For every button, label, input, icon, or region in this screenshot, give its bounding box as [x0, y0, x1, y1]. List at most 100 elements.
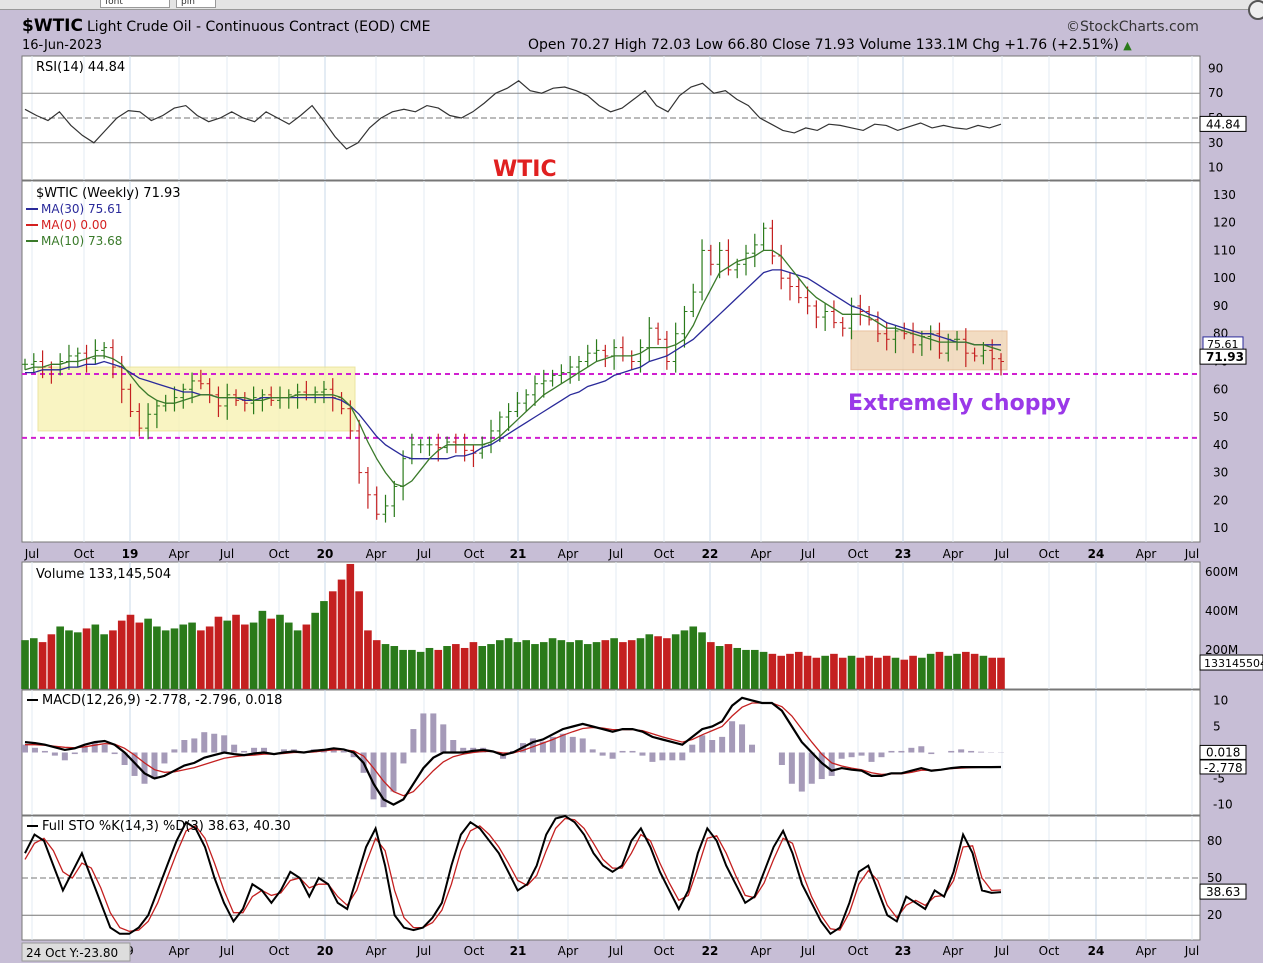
macd-histogram-bar — [251, 747, 258, 753]
macd-histogram-bar — [749, 744, 756, 753]
x-tick-label: 24 — [1088, 547, 1105, 561]
bottom-x-tick-label: Apr — [558, 944, 579, 958]
volume-bar — [575, 640, 583, 689]
panel-price — [21, 180, 1201, 543]
volume-bar — [821, 655, 829, 689]
macd-histogram-bar — [31, 747, 38, 753]
x-tick-label: Jul — [24, 547, 39, 561]
x-tick-label: Oct — [74, 547, 95, 561]
volume-bar — [117, 620, 126, 689]
volume-tick-label: 400M — [1205, 604, 1238, 618]
macd-tick-label: 10 — [1213, 693, 1228, 707]
volume-bar — [38, 642, 47, 689]
volume-bar — [988, 657, 997, 689]
macd-histogram-bar — [918, 746, 925, 753]
bottom-x-tick-label: Jul — [994, 944, 1009, 958]
volume-bar — [205, 626, 214, 689]
x-tick-label: Jul — [416, 547, 431, 561]
rsi-tick-label: 90 — [1208, 61, 1223, 75]
volume-bar — [460, 647, 469, 689]
brand-label: ©StockCharts.com — [1066, 19, 1199, 35]
macd-tick-label: -5 — [1213, 772, 1225, 786]
volume-bar — [73, 632, 82, 689]
macd-histogram-bar — [639, 752, 646, 756]
macd-title: MACD(12,26,9) -2.778, -2.796, 0.018 — [42, 693, 282, 708]
macd-histogram-bar — [878, 752, 885, 758]
volume-bar — [513, 642, 522, 689]
volume-bar — [944, 655, 953, 689]
highlight-box-choppy — [850, 330, 1008, 371]
macd-histogram-bar — [430, 713, 437, 753]
macd-histogram-bar — [629, 750, 636, 753]
close-last-value: 71.93 — [1206, 350, 1244, 364]
bottom-x-tick-label: 20 — [317, 944, 334, 958]
macd-histogram-bar — [848, 752, 855, 758]
volume-bar — [487, 644, 495, 689]
macd-histogram-bar — [390, 752, 397, 792]
volume-bar — [733, 647, 742, 689]
bottom-x-tick-label: Jul — [800, 944, 815, 958]
volume-bar — [170, 628, 179, 689]
toolbar-field-pin[interactable]: pin — [176, 0, 216, 8]
x-tick-label: 20 — [317, 547, 334, 561]
volume-bar — [179, 624, 188, 689]
instrument-name: Light Crude Oil - Continuous Contract (E… — [87, 19, 431, 35]
macd-histogram-bar — [679, 752, 686, 761]
volume-last-value: 133145504 — [1204, 657, 1263, 670]
macd-histogram-bar — [729, 721, 736, 753]
rsi-tick-label: 30 — [1208, 136, 1223, 150]
macd-histogram-bar — [669, 752, 676, 761]
volume-bar — [223, 620, 232, 689]
macd-histogram-bar — [71, 752, 78, 755]
macd-histogram-bar — [181, 740, 188, 753]
macd-histogram-bar — [788, 752, 795, 784]
volume-bar — [337, 579, 346, 689]
volume-bar — [610, 638, 618, 689]
bottom-x-tick-label: Apr — [169, 944, 190, 958]
volume-bar — [258, 610, 267, 689]
macd-histogram-bar — [211, 733, 218, 753]
macd-histogram-bar — [828, 752, 835, 776]
macd-hist-last-value: 0.018 — [1206, 745, 1240, 759]
macd-histogram-bar — [549, 736, 556, 753]
macd-histogram-bar — [51, 752, 58, 756]
highlight-box-range — [37, 366, 356, 432]
macd-histogram-bar — [22, 744, 28, 753]
macd-histogram-bar — [798, 752, 805, 792]
volume-bar — [443, 646, 451, 689]
macd-histogram-bar — [280, 749, 287, 753]
volume-tick-label: 200M — [1205, 643, 1238, 657]
volume-bar — [847, 655, 856, 689]
volume-bar — [742, 649, 750, 689]
macd-histogram-bar — [579, 738, 586, 753]
volume-bar — [153, 626, 161, 689]
volume-bar — [144, 618, 152, 689]
macd-histogram-bar — [450, 740, 457, 753]
volume-bar — [109, 630, 117, 689]
volume-bar — [891, 657, 900, 689]
bottom-x-tick-label: Apr — [366, 944, 387, 958]
macd-histogram-bar — [709, 740, 716, 753]
ohlc-text: Open 70.27 High 72.03 Low 66.80 Close 71… — [528, 37, 1119, 53]
volume-bar — [882, 655, 891, 689]
toolbar-field-font[interactable]: font — [100, 0, 170, 8]
x-tick-label: Jul — [608, 547, 623, 561]
volume-bar — [627, 640, 636, 689]
choppy-annotation: Extremely choppy — [848, 391, 1071, 416]
volume-bar — [302, 624, 311, 689]
round-toolbar-button[interactable] — [1248, 0, 1263, 20]
volume-bar — [381, 644, 390, 689]
macd-histogram-bar — [719, 736, 726, 753]
bottom-x-tick-label: Oct — [1039, 944, 1060, 958]
rsi-series-line — [24, 80, 1002, 150]
macd-histogram-bar — [460, 747, 467, 753]
macd-histogram-bar — [808, 752, 815, 784]
macd-histogram-bar — [818, 752, 825, 780]
volume-bar — [284, 622, 293, 689]
volume-bar — [566, 642, 574, 689]
volume-bar — [548, 638, 557, 689]
volume-bar — [214, 616, 223, 689]
macd-hist-value-box — [1199, 744, 1247, 760]
volume-bar — [522, 640, 530, 689]
